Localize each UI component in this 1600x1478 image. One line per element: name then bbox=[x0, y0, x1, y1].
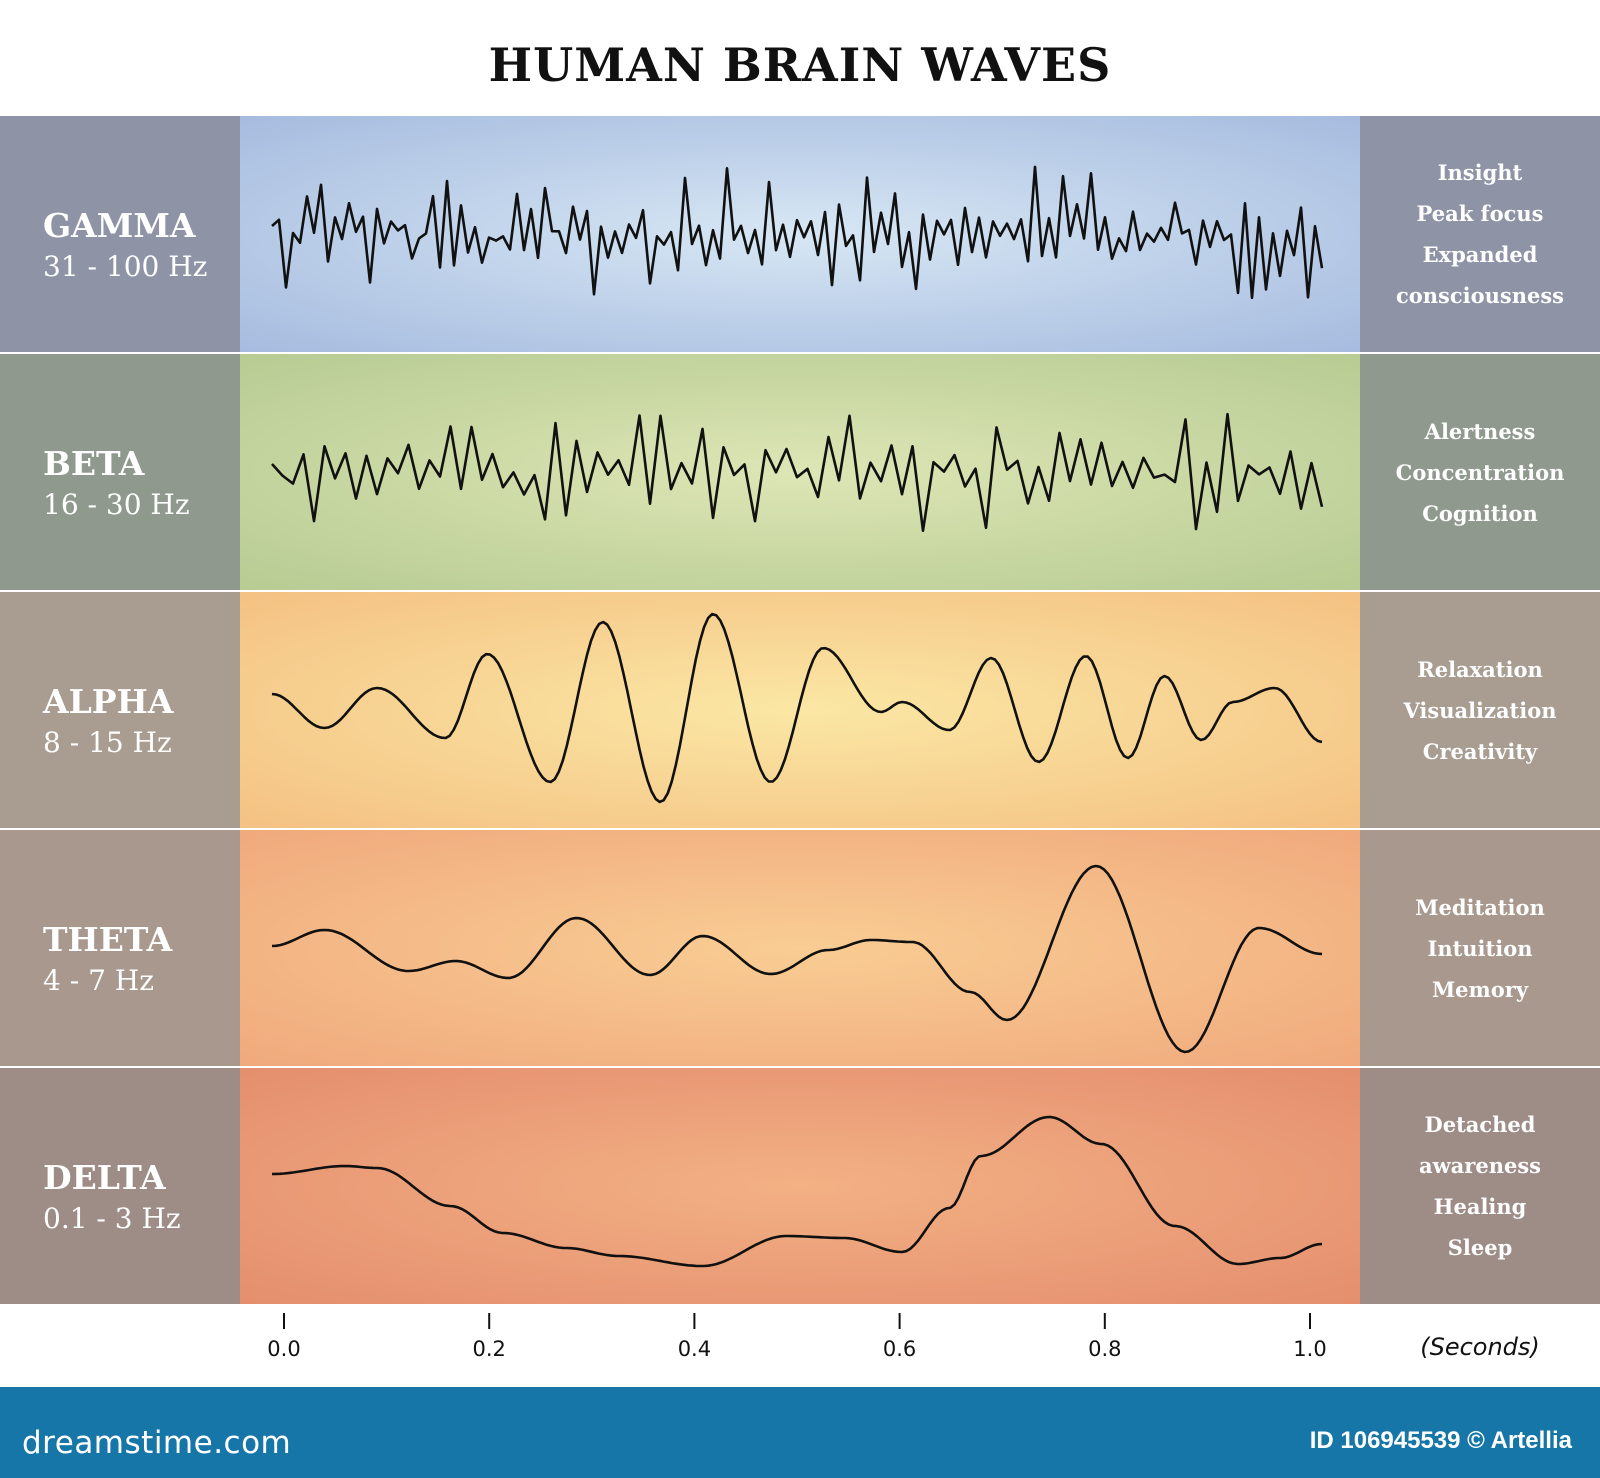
band-effect: Visualization bbox=[1403, 697, 1557, 723]
axis-tick-label: 0.6 bbox=[882, 1337, 917, 1361]
band-effects-panel: Detached awareness Healing Sleep bbox=[1360, 1068, 1600, 1304]
wave-area bbox=[240, 116, 1360, 352]
wave-area bbox=[240, 592, 1360, 828]
delta-wave-line bbox=[271, 1115, 1323, 1268]
band-label-panel: DELTA 0.1 - 3 Hz bbox=[0, 1068, 240, 1304]
axis-tick-label: 0.0 bbox=[267, 1337, 301, 1361]
theta-wave-line bbox=[271, 864, 1323, 1054]
wave-graphic bbox=[271, 165, 1324, 300]
band-frequency: 0.1 - 3 Hz bbox=[43, 1202, 181, 1235]
band-effect: Meditation bbox=[1415, 894, 1545, 920]
band-effect: Peak focus bbox=[1416, 201, 1544, 226]
band-effects-panel: Insight Peak focus Expanded consciousness bbox=[1360, 116, 1600, 352]
band-effect: Cognition bbox=[1422, 500, 1538, 526]
wave-graphic bbox=[271, 864, 1323, 1054]
band-name: THETA bbox=[43, 920, 173, 959]
band-effect: Memory bbox=[1431, 976, 1529, 1002]
band-frequency: 31 - 100 Hz bbox=[43, 250, 208, 283]
band-effect: Concentration bbox=[1395, 459, 1565, 485]
axis-ticks bbox=[283, 1313, 1311, 1329]
band-name: DELTA bbox=[43, 1158, 166, 1197]
footer-brand[interactable]: dreamstime.com bbox=[22, 1425, 292, 1461]
band-frequency: 16 - 30 Hz bbox=[43, 488, 190, 521]
band-name: BETA bbox=[43, 444, 145, 483]
band-beta: BETA 16 - 30 Hz Alertness Concentration Cogn… bbox=[0, 354, 1600, 590]
alpha-wave-line bbox=[271, 612, 1323, 804]
band-effect: Alertness bbox=[1424, 418, 1536, 444]
footer-credit: ID 106945539 © Artellia bbox=[1309, 1427, 1572, 1454]
beta-wave-line bbox=[271, 412, 1324, 532]
axis-tick-label: 0.4 bbox=[677, 1337, 712, 1361]
band-alpha: ALPHA 8 - 15 Hz Relaxation Visualization Cre… bbox=[0, 592, 1600, 828]
footer-bar: dreamstime.com ID 106945539 © Artellia bbox=[0, 1387, 1600, 1478]
wave-area bbox=[240, 830, 1360, 1066]
band-effect: Expanded bbox=[1422, 242, 1538, 267]
band-effect: Sleep bbox=[1447, 1235, 1513, 1260]
wave-graphic bbox=[271, 412, 1324, 532]
wave-graphic bbox=[271, 1115, 1323, 1268]
band-label-panel: BETA 16 - 30 Hz bbox=[0, 354, 240, 590]
band-effect: Intuition bbox=[1427, 935, 1533, 961]
band-frequency: 4 - 7 Hz bbox=[43, 964, 154, 997]
band-label-panel: ALPHA 8 - 15 Hz bbox=[0, 592, 240, 828]
axis-tick-label: 0.2 bbox=[472, 1337, 506, 1361]
band-effect: Creativity bbox=[1422, 738, 1538, 764]
band-effects-panel: Meditation Intuition Memory bbox=[1360, 830, 1600, 1066]
wave-graphic bbox=[271, 612, 1323, 804]
wave-area bbox=[240, 1068, 1360, 1304]
wave-area bbox=[240, 354, 1360, 590]
band-effect: Healing bbox=[1433, 1194, 1527, 1219]
band-effect: consciousness bbox=[1395, 283, 1565, 308]
band-gamma: GAMMA 31 - 100 Hz Insight Peak focus Expande… bbox=[0, 116, 1600, 352]
band-label-panel: THETA 4 - 7 Hz bbox=[0, 830, 240, 1066]
band-name: GAMMA bbox=[43, 206, 196, 245]
axis-unit-label: (Seconds) bbox=[1420, 1333, 1540, 1361]
band-effects-panel: Relaxation Visualization Creativity bbox=[1360, 592, 1600, 828]
band-name: ALPHA bbox=[43, 682, 174, 721]
band-effects-panel: Alertness Concentration Cognition bbox=[1360, 354, 1600, 590]
band-effect: awareness bbox=[1419, 1153, 1541, 1178]
band-delta: DELTA 0.1 - 3 Hz Detached awareness Healing S… bbox=[0, 1068, 1600, 1304]
band-effect: Detached bbox=[1424, 1112, 1536, 1137]
band-theta: THETA 4 - 7 Hz Meditation Intuition Memory bbox=[0, 830, 1600, 1066]
page-title: HUMAN BRAIN WAVES bbox=[488, 38, 1112, 92]
axis-tick-label: 1.0 bbox=[1293, 1337, 1327, 1361]
gamma-wave-line bbox=[271, 165, 1324, 300]
time-axis: 0.0 0.2 0.4 0.6 0.8 1.0 (Seconds) bbox=[0, 1307, 1600, 1387]
band-effect: Insight bbox=[1437, 160, 1523, 185]
band-label-panel: GAMMA 31 - 100 Hz bbox=[0, 116, 240, 352]
axis-tick-label: 0.8 bbox=[1088, 1337, 1122, 1361]
band-frequency: 8 - 15 Hz bbox=[43, 726, 172, 759]
band-effect: Relaxation bbox=[1417, 656, 1543, 682]
